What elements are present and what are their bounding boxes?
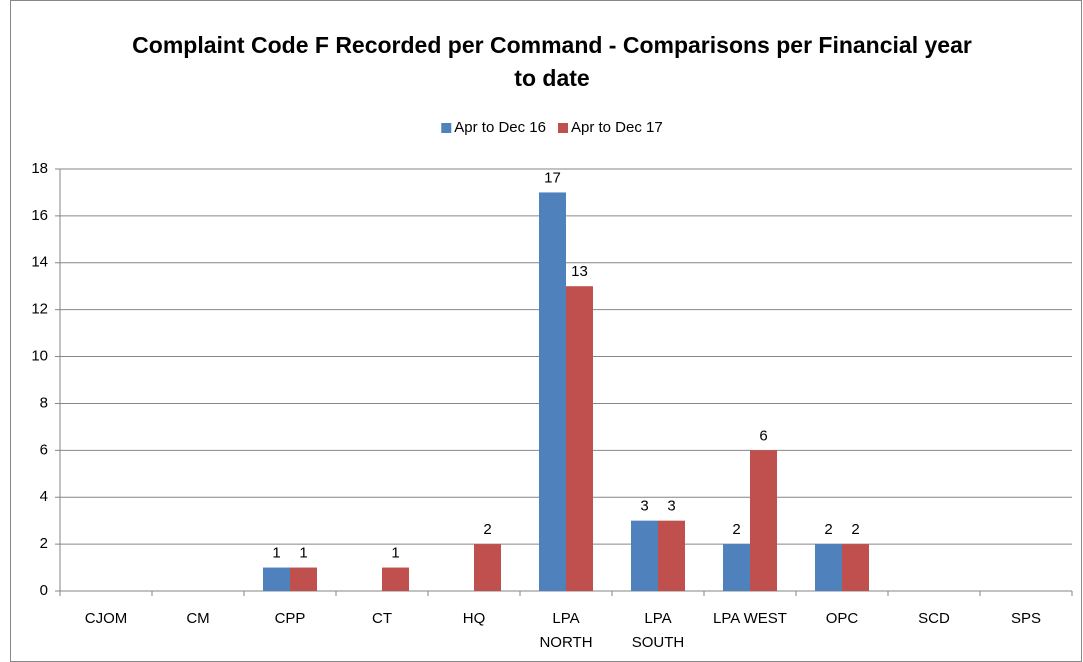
data-label: 2 (732, 521, 740, 538)
y-tick-label: 2 (40, 535, 48, 552)
y-tick-label: 8 (40, 394, 48, 411)
y-tick-label: 0 (40, 582, 48, 599)
bar (474, 544, 501, 591)
bar (815, 544, 842, 591)
y-tick-label: 18 (31, 160, 48, 177)
x-tick-label: LPA NORTH (539, 610, 592, 651)
legend-label: Apr to Dec 16 (454, 119, 546, 136)
legend: Apr to Dec 16 Apr to Dec 17 (441, 119, 663, 136)
bar (263, 567, 290, 591)
data-label: 2 (824, 521, 832, 538)
data-label: 17 (544, 169, 561, 186)
x-tick-label: OPC (826, 610, 859, 627)
x-tick-label: CJOM (85, 610, 128, 627)
y-tick-label: 10 (31, 348, 48, 365)
bar (290, 567, 317, 591)
bar (750, 450, 777, 591)
data-label: 1 (391, 545, 399, 562)
data-label: 2 (483, 521, 491, 538)
y-tick-label: 14 (31, 254, 48, 271)
x-tick-label: LPA SOUTH (632, 610, 685, 651)
bar (566, 286, 593, 591)
legend-label: Apr to Dec 17 (571, 119, 663, 136)
data-label: 13 (571, 263, 588, 280)
x-tick-label: CPP (275, 610, 306, 627)
x-tick-label: SCD (918, 610, 950, 627)
x-tick-label: SPS (1011, 610, 1041, 627)
bar (631, 520, 658, 591)
data-label: 3 (640, 498, 648, 515)
y-tick-label: 6 (40, 441, 48, 458)
data-label: 1 (272, 545, 280, 562)
y-tick-label: 12 (31, 301, 48, 318)
data-label: 6 (759, 427, 767, 444)
chart-title: Complaint Code F Recorded per Command - … (132, 32, 972, 91)
y-tick-label: 4 (40, 488, 48, 505)
legend-swatch (558, 123, 568, 133)
data-label: 2 (851, 521, 859, 538)
bar (842, 544, 869, 591)
y-tick-label: 16 (31, 207, 48, 224)
bar (539, 192, 566, 591)
x-tick-label: HQ (463, 610, 486, 627)
x-tick-label: CM (186, 610, 209, 627)
x-tick-label: CT (372, 610, 392, 627)
bar (723, 544, 750, 591)
bar (658, 520, 685, 591)
data-label: 3 (667, 498, 675, 515)
data-label: 1 (299, 545, 307, 562)
legend-swatch (441, 123, 452, 133)
bar (382, 567, 409, 591)
x-tick-label: LPA WEST (713, 610, 787, 627)
